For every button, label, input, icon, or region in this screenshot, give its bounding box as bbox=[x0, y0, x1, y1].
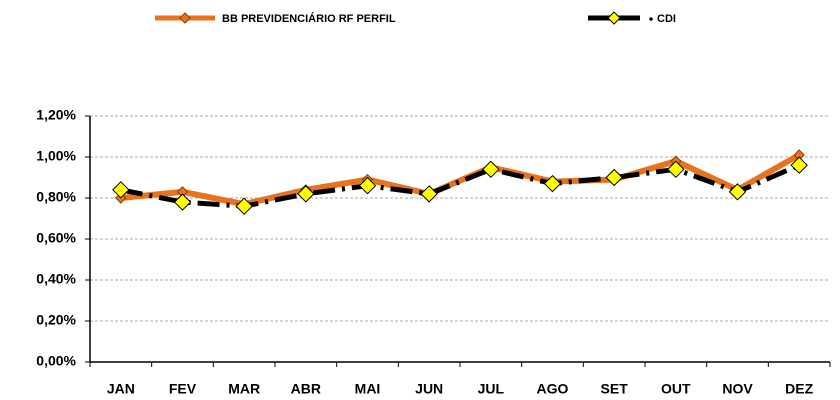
legend-label: BB PREVIDENCIÁRIO RF PERFIL bbox=[222, 12, 396, 25]
x-tick-label: NOV bbox=[722, 381, 753, 397]
x-tick-label: JAN bbox=[107, 381, 135, 397]
y-tick-label: 0,20% bbox=[36, 312, 76, 328]
y-tick-label: 0,80% bbox=[36, 189, 76, 205]
x-tick-label: JUN bbox=[415, 381, 443, 397]
x-tick-label: SET bbox=[601, 381, 629, 397]
data-marker bbox=[543, 174, 562, 193]
y-tick-label: 1,20% bbox=[36, 107, 76, 123]
series-line bbox=[120, 162, 801, 209]
x-tick-label: DEZ bbox=[785, 381, 813, 397]
x-tick-label: MAR bbox=[228, 381, 260, 397]
x-tick-label: OUT bbox=[661, 381, 691, 397]
x-tick-label: AGO bbox=[537, 381, 569, 397]
data-marker bbox=[667, 160, 685, 179]
legend-label: CDI bbox=[657, 13, 676, 25]
data-marker bbox=[482, 160, 500, 179]
x-tick-label: JUL bbox=[478, 381, 505, 397]
series-line bbox=[120, 152, 801, 208]
data-marker bbox=[112, 181, 130, 199]
y-tick-label: 0,60% bbox=[36, 230, 76, 246]
data-marker bbox=[420, 185, 438, 203]
data-marker bbox=[297, 185, 315, 203]
legend: BB PREVIDENCIÁRIO RF PERFIL CDI bbox=[155, 11, 676, 25]
x-tick-label: ABR bbox=[291, 381, 321, 397]
legend-dot bbox=[649, 17, 653, 21]
data-marker bbox=[235, 197, 253, 215]
y-tick-label: 0,40% bbox=[36, 271, 76, 287]
y-tick-label: 1,00% bbox=[36, 148, 76, 164]
data-marker bbox=[173, 193, 192, 211]
x-tick-label: MAI bbox=[355, 381, 381, 397]
x-tick-label: FEV bbox=[169, 381, 197, 397]
data-marker bbox=[728, 183, 747, 201]
legend-marker bbox=[179, 12, 191, 24]
data-marker bbox=[790, 156, 808, 174]
data-marker bbox=[358, 176, 377, 195]
y-tick-label: 0,00% bbox=[36, 353, 76, 369]
data-marker bbox=[605, 168, 623, 187]
legend-marker bbox=[607, 11, 621, 25]
